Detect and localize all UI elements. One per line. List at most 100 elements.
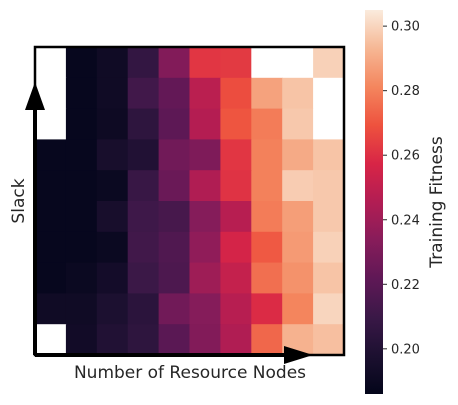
- heatmap-cell: [282, 78, 314, 109]
- heatmap-cell: [128, 232, 160, 263]
- colorbar-tick-label: 0.26: [391, 149, 420, 164]
- heatmap-cell: [190, 78, 222, 109]
- heatmap-cell: [97, 109, 129, 140]
- heatmap-cell: [97, 263, 129, 294]
- heatmap-cell: [128, 78, 160, 109]
- heatmap-cell: [128, 201, 160, 232]
- heatmap-cell: [251, 201, 282, 232]
- heatmap-cell: [35, 47, 67, 78]
- heatmap-cell: [97, 170, 129, 201]
- heatmap-cell: [159, 47, 191, 78]
- heatmap-cell: [251, 324, 282, 355]
- heatmap-cell: [35, 293, 67, 324]
- heatmap-cell: [159, 293, 191, 324]
- colorbar: 0.20 0.22 0.24 0.26 0.28 0.30: [365, 10, 420, 394]
- heatmap-cell: [190, 232, 222, 263]
- x-axis-label: Number of Resource Nodes: [74, 363, 306, 383]
- heatmap-cell: [66, 47, 98, 78]
- heatmap-cell: [220, 324, 252, 355]
- heatmap-cell: [313, 201, 345, 232]
- heatmap-cell: [190, 263, 222, 294]
- colorbar-ticks: 0.20 0.22 0.24 0.26 0.28 0.30: [383, 20, 420, 358]
- heatmap-cell: [66, 170, 98, 201]
- heatmap-cell: [220, 201, 252, 232]
- heatmap-cell: [251, 293, 282, 324]
- heatmap-cell: [35, 324, 67, 355]
- heatmap-cell: [251, 139, 282, 170]
- heatmap-cell: [159, 170, 191, 201]
- heatmap-cell: [251, 78, 282, 109]
- heatmap-cell: [251, 109, 282, 140]
- heatmap-cell: [128, 263, 160, 294]
- colorbar-tick-label: 0.20: [391, 342, 420, 357]
- heatmap-cell: [282, 109, 314, 140]
- heatmap-cell: [282, 232, 314, 263]
- heatmap-cell: [66, 201, 98, 232]
- colorbar-label: Training Fitness: [427, 136, 447, 269]
- heatmap-cell: [159, 109, 191, 140]
- heatmap-cell: [220, 78, 252, 109]
- heatmap-cell: [66, 78, 98, 109]
- heatmap-cell: [159, 201, 191, 232]
- heatmap-cell: [190, 324, 222, 355]
- heatmap-cell: [190, 170, 222, 201]
- heatmap-cell: [313, 47, 345, 78]
- heatmap-cell: [282, 201, 314, 232]
- colorbar-tick-label: 0.30: [391, 20, 420, 35]
- heatmap-cell: [97, 139, 129, 170]
- heatmap-cell: [159, 78, 191, 109]
- heatmap-cell: [190, 47, 222, 78]
- heatmap-cell: [97, 324, 129, 355]
- heatmap-cell: [128, 324, 160, 355]
- heatmap-cell: [313, 78, 345, 109]
- heatmap-cell: [97, 47, 129, 78]
- heatmap-cell: [66, 232, 98, 263]
- heatmap-cell: [159, 232, 191, 263]
- colorbar-tick-label: 0.28: [391, 84, 420, 99]
- heatmap-cell: [35, 109, 67, 140]
- heatmap-cell: [159, 324, 191, 355]
- heatmap-cell: [313, 139, 345, 170]
- heatmap-cell: [190, 293, 222, 324]
- heatmap-cell: [66, 139, 98, 170]
- heatmap-cell: [128, 47, 160, 78]
- heatmap-cell: [251, 263, 282, 294]
- heatmap-cells: [35, 47, 345, 356]
- heatmap-cell: [313, 170, 345, 201]
- heatmap-cell: [282, 170, 314, 201]
- heatmap-cell: [251, 232, 282, 263]
- heatmap-cell: [282, 47, 314, 78]
- heatmap-cell: [251, 47, 282, 78]
- heatmap-cell: [220, 109, 252, 140]
- heatmap-cell: [190, 139, 222, 170]
- heatmap-cell: [97, 293, 129, 324]
- heatmap-cell: [35, 232, 67, 263]
- heatmap-cell: [313, 293, 345, 324]
- heatmap-cell: [66, 263, 98, 294]
- heatmap-cell: [313, 232, 345, 263]
- heatmap-cell: [220, 263, 252, 294]
- heatmap-cell: [190, 201, 222, 232]
- colorbar-gradient: [365, 10, 383, 394]
- heatmap-cell: [282, 263, 314, 294]
- heatmap-cell: [282, 139, 314, 170]
- heatmap-cell: [97, 232, 129, 263]
- colorbar-tick-label: 0.22: [391, 278, 420, 293]
- heatmap-cell: [128, 109, 160, 140]
- heatmap-cell: [66, 109, 98, 140]
- heatmap-cell: [97, 78, 129, 109]
- heatmap-cell: [313, 263, 345, 294]
- heatmap-cell: [220, 139, 252, 170]
- colorbar-tick-label: 0.24: [391, 213, 420, 228]
- heatmap-cell: [220, 170, 252, 201]
- heatmap-cell: [66, 293, 98, 324]
- heatmap-cell: [35, 201, 67, 232]
- heatmap-cell: [220, 293, 252, 324]
- heatmap-cell: [220, 232, 252, 263]
- heatmap-cell: [128, 139, 160, 170]
- y-axis-label: Slack: [9, 178, 29, 223]
- heatmap-cell: [220, 47, 252, 78]
- heatmap-cell: [35, 170, 67, 201]
- heatmap-cell: [35, 263, 67, 294]
